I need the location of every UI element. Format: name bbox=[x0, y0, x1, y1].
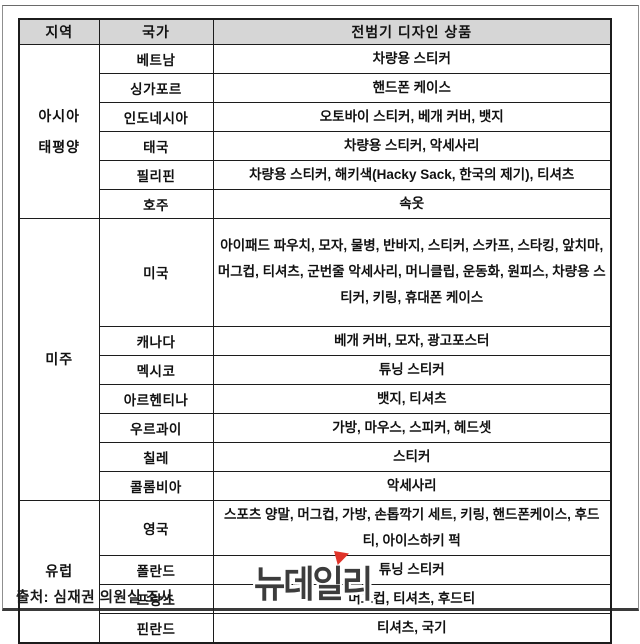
table-row: 필리핀 차량용 스티커, 해키색(Hacky Sack, 한국의 제기), 티셔… bbox=[19, 159, 612, 190]
table-row: 인도네시아 오토바이 스티커, 베개 커버, 뱃지 bbox=[19, 101, 612, 132]
country-cell: 칠레 bbox=[98, 441, 214, 472]
country-cell: 영국 bbox=[98, 499, 214, 556]
products-cell: 차량용 스티커, 악세사리 bbox=[212, 130, 612, 161]
table-row: 싱가포르 핸드폰 케이스 bbox=[19, 72, 612, 103]
header-region: 지역 bbox=[18, 18, 100, 45]
products-cell: 튜닝 스티커 bbox=[212, 354, 612, 385]
region-label-line: 아시아 bbox=[38, 107, 81, 124]
country-cell: 필리핀 bbox=[98, 159, 214, 190]
country-cell: 호주 bbox=[98, 188, 214, 219]
products-cell: 가방, 마우스, 스피커, 헤드셋 bbox=[212, 412, 612, 443]
country-cell: 우르과이 bbox=[98, 412, 214, 443]
table-row: 아시아 태평양 베트남 차량용 스티커 bbox=[18, 43, 612, 219]
country-cell: 싱가포르 bbox=[98, 72, 214, 103]
products-cell: 차량용 스티커 bbox=[212, 43, 612, 74]
country-cell: 베트남 bbox=[98, 43, 214, 74]
products-cell: 티셔츠, 국기 bbox=[212, 612, 612, 643]
table-row: 캐나다 베개 커버, 모자, 광고포스터 bbox=[19, 325, 612, 356]
products-cell: 뱃지, 티셔츠 bbox=[212, 383, 612, 414]
products-cell: 악세사리 bbox=[212, 470, 612, 501]
table-row: 미주 미국 아이패드 파우치, 모자, 물병, 반바지, 스티커, 스카프, 스… bbox=[18, 217, 612, 501]
region-label-line: 태평양 bbox=[38, 138, 81, 155]
table-row: 호주 속옷 bbox=[19, 188, 612, 219]
table-row: 핀란드 티셔츠, 국기 bbox=[19, 612, 612, 643]
region-label-gap bbox=[24, 123, 95, 140]
products-cell: 핸드폰 케이스 bbox=[212, 72, 612, 103]
newdaily-watermark-logo: 뉴데일리 bbox=[254, 551, 394, 606]
country-cell: 캐나다 bbox=[98, 325, 214, 356]
table-row: 우르과이 가방, 마우스, 스피커, 헤드셋 bbox=[19, 412, 612, 443]
table-row: 칠레 스티커 bbox=[19, 441, 612, 472]
country-cell: 콜롬비아 bbox=[98, 470, 214, 501]
region-cell-asia-pacific: 아시아 태평양 bbox=[18, 43, 100, 219]
country-cell: 폴란드 bbox=[98, 554, 214, 585]
table-row: 유럽 영국 스포츠 양말, 머그컵, 가방, 손톱깍기 세트, 키링, 핸드폰케… bbox=[18, 499, 612, 643]
country-cell: 태국 bbox=[98, 130, 214, 161]
products-cell: 아이패드 파우치, 모자, 물병, 반바지, 스티커, 스카프, 스타킹, 앞치… bbox=[212, 217, 612, 327]
table-header-row: 지역 국가 전범기 디자인 상품 bbox=[18, 18, 612, 45]
header-country: 국가 bbox=[98, 18, 214, 45]
products-table: 지역 국가 전범기 디자인 상품 아시아 태평양 베트남 차량용 스티커 싱가포… bbox=[18, 18, 612, 644]
country-cell: 미국 bbox=[98, 217, 214, 327]
country-cell: 아르헨티나 bbox=[98, 383, 214, 414]
country-cell: 핀란드 bbox=[98, 612, 214, 643]
products-cell: 스티커 bbox=[212, 441, 612, 472]
table-row: 프랑스 머그컵, 티셔츠, 후드티 bbox=[19, 583, 612, 614]
products-cell: 머그컵, 티셔츠, 후드티 bbox=[212, 583, 612, 614]
table-row: 태국 차량용 스티커, 악세사리 bbox=[19, 130, 612, 161]
products-cell: 튜닝 스티커 bbox=[212, 554, 612, 585]
products-cell: 오토바이 스티커, 베개 커버, 뱃지 bbox=[212, 101, 612, 132]
table-row: 폴란드 튜닝 스티커 bbox=[19, 554, 612, 585]
country-cell: 인도네시아 bbox=[98, 101, 214, 132]
products-cell: 스포츠 양말, 머그컵, 가방, 손톱깍기 세트, 키링, 핸드폰케이스, 후드… bbox=[212, 499, 612, 556]
newdaily-logo-text: 뉴데일리 bbox=[254, 564, 373, 606]
header-products: 전범기 디자인 상품 bbox=[212, 18, 612, 45]
products-cell: 베개 커버, 모자, 광고포스터 bbox=[212, 325, 612, 356]
products-cell: 차량용 스티커, 해키색(Hacky Sack, 한국의 제기), 티셔츠 bbox=[212, 159, 612, 190]
country-cell: 멕시코 bbox=[98, 354, 214, 385]
source-text: 출처: 심재권 의원실 조사 bbox=[16, 590, 174, 606]
table-row: 콜롬비아 악세사리 bbox=[19, 470, 612, 501]
region-cell-americas: 미주 bbox=[18, 217, 100, 501]
table-row: 아르헨티나 뱃지, 티셔츠 bbox=[19, 383, 612, 414]
region-cell-europe: 유럽 bbox=[18, 499, 100, 643]
table-row: 멕시코 튜닝 스티커 bbox=[19, 354, 612, 385]
products-cell: 속옷 bbox=[212, 188, 612, 219]
